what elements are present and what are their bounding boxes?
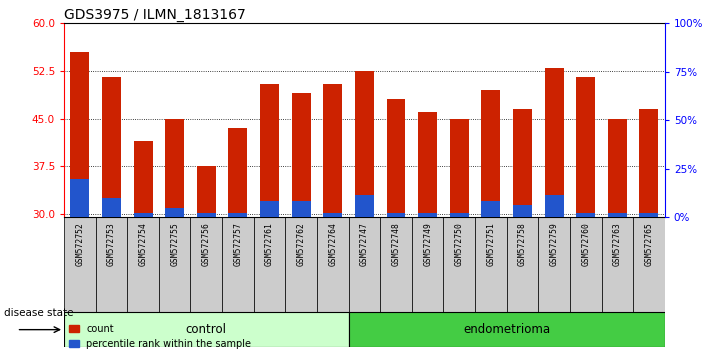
Bar — [355, 195, 374, 217]
Bar — [475, 217, 507, 312]
Bar — [450, 213, 469, 217]
Text: control: control — [186, 323, 227, 336]
Bar — [545, 68, 564, 217]
Bar — [127, 217, 159, 312]
Bar — [538, 217, 570, 312]
Bar — [134, 213, 153, 217]
Bar — [134, 141, 153, 217]
Bar — [418, 213, 437, 217]
Text: GSM572752: GSM572752 — [75, 222, 85, 266]
Text: GSM572753: GSM572753 — [107, 222, 116, 266]
Bar — [348, 217, 380, 312]
Bar — [513, 205, 532, 217]
Text: GSM572758: GSM572758 — [518, 222, 527, 266]
Bar — [70, 52, 90, 217]
Bar — [228, 128, 247, 217]
Bar — [254, 217, 285, 312]
Bar — [570, 217, 602, 312]
Text: GSM572762: GSM572762 — [296, 222, 306, 266]
Bar — [64, 217, 95, 312]
Bar — [576, 77, 595, 217]
Bar — [102, 77, 121, 217]
Bar — [102, 198, 121, 217]
Bar — [260, 84, 279, 217]
Text: GDS3975 / ILMN_1813167: GDS3975 / ILMN_1813167 — [64, 8, 246, 22]
Bar — [64, 312, 348, 347]
Bar — [165, 208, 184, 217]
Bar — [355, 71, 374, 217]
Text: GSM572764: GSM572764 — [328, 222, 337, 266]
Text: disease state: disease state — [4, 308, 73, 318]
Bar — [324, 213, 342, 217]
Bar — [228, 213, 247, 217]
Bar — [197, 166, 215, 217]
Bar — [418, 112, 437, 217]
Text: GSM572749: GSM572749 — [423, 222, 432, 266]
Bar — [602, 217, 634, 312]
Bar — [444, 217, 475, 312]
Bar — [324, 84, 342, 217]
Bar — [481, 90, 501, 217]
Text: GSM572763: GSM572763 — [613, 222, 622, 266]
Text: GSM572761: GSM572761 — [265, 222, 274, 266]
Text: GSM572750: GSM572750 — [455, 222, 464, 266]
Bar — [634, 217, 665, 312]
Bar — [513, 109, 532, 217]
Bar — [348, 312, 665, 347]
Bar — [608, 119, 627, 217]
Bar — [70, 179, 90, 217]
Bar — [165, 119, 184, 217]
Bar — [317, 217, 348, 312]
Bar — [222, 217, 254, 312]
Bar — [639, 213, 658, 217]
Bar — [159, 217, 191, 312]
Bar — [481, 201, 501, 217]
Bar — [450, 119, 469, 217]
Text: GSM572760: GSM572760 — [581, 222, 590, 266]
Bar — [387, 99, 405, 217]
Bar — [412, 217, 444, 312]
Legend: count, percentile rank within the sample: count, percentile rank within the sample — [69, 324, 252, 349]
Text: GSM572757: GSM572757 — [233, 222, 242, 266]
Bar — [292, 93, 311, 217]
Bar — [387, 213, 405, 217]
Bar — [285, 217, 317, 312]
Text: GSM572748: GSM572748 — [392, 222, 400, 266]
Text: GSM572747: GSM572747 — [360, 222, 369, 266]
Text: GSM572754: GSM572754 — [139, 222, 148, 266]
Text: GSM572759: GSM572759 — [550, 222, 559, 266]
Text: GSM572756: GSM572756 — [202, 222, 210, 266]
Text: GSM572755: GSM572755 — [170, 222, 179, 266]
Bar — [197, 213, 215, 217]
Bar — [380, 217, 412, 312]
Bar — [507, 217, 538, 312]
Bar — [95, 217, 127, 312]
Text: GSM572751: GSM572751 — [486, 222, 496, 266]
Bar — [260, 201, 279, 217]
Text: GSM572765: GSM572765 — [644, 222, 653, 266]
Bar — [608, 213, 627, 217]
Text: endometrioma: endometrioma — [463, 323, 550, 336]
Bar — [292, 201, 311, 217]
Bar — [576, 213, 595, 217]
Bar — [191, 217, 222, 312]
Bar — [545, 195, 564, 217]
Bar — [639, 109, 658, 217]
